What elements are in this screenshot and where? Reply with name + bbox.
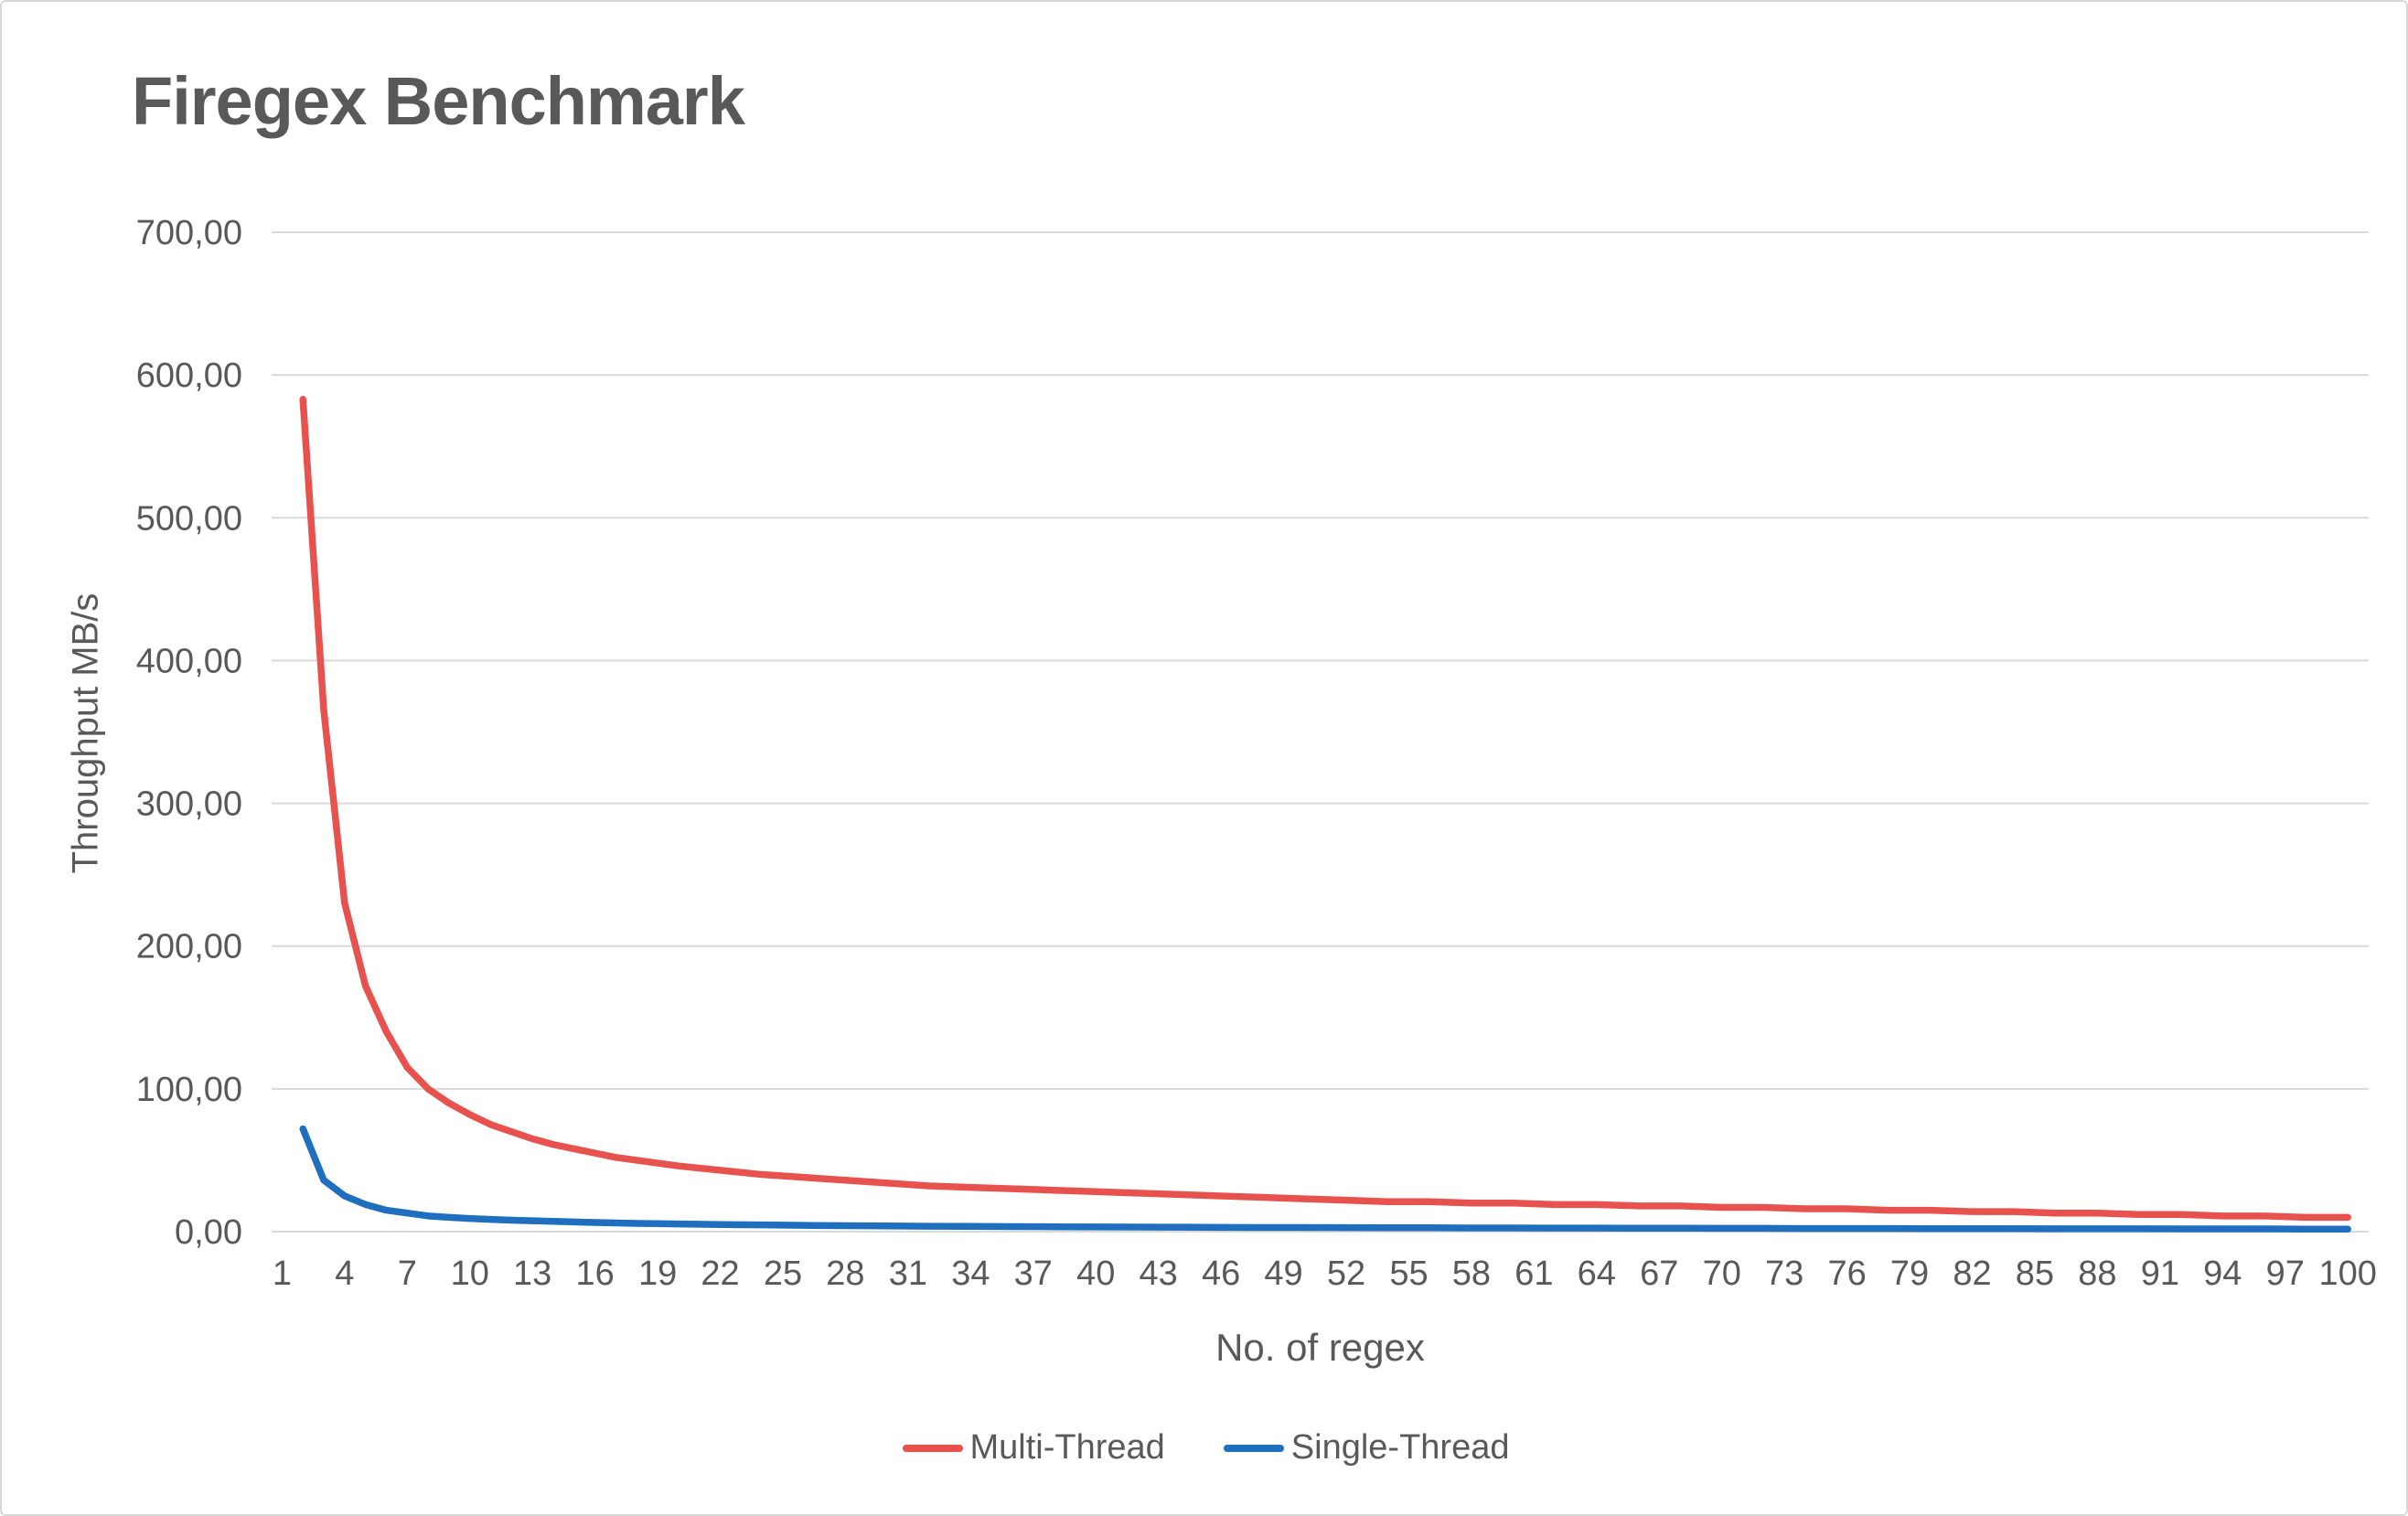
chart-title: Firegex Benchmark bbox=[132, 63, 745, 139]
x-tick-label: 94 bbox=[2203, 1254, 2242, 1293]
y-tick-label: 500,00 bbox=[136, 499, 242, 538]
y-axis-label: Throughput MB/s bbox=[65, 593, 106, 874]
legend-label: Single-Thread bbox=[1290, 1428, 1510, 1467]
y-tick-label: 300,00 bbox=[136, 785, 242, 824]
x-tick-label: 52 bbox=[1327, 1254, 1365, 1293]
x-tick-label: 46 bbox=[1202, 1254, 1240, 1293]
y-tick-label: 200,00 bbox=[136, 928, 242, 966]
x-tick-label: 97 bbox=[2266, 1254, 2305, 1293]
legend-swatch bbox=[1223, 1444, 1284, 1452]
legend-swatch bbox=[902, 1444, 963, 1452]
x-tick-label: 37 bbox=[1014, 1254, 1053, 1293]
series-line-multi-thread bbox=[299, 395, 2351, 1222]
x-tick-label: 34 bbox=[951, 1254, 990, 1293]
x-tick-label: 16 bbox=[576, 1254, 615, 1293]
legend-label: Multi-Thread bbox=[969, 1428, 1165, 1467]
y-tick-label: 600,00 bbox=[136, 357, 242, 395]
x-tick-label: 40 bbox=[1076, 1254, 1115, 1293]
x-tick-label: 13 bbox=[513, 1254, 551, 1293]
x-tick-label: 85 bbox=[2016, 1254, 2054, 1293]
x-tick-label: 82 bbox=[1953, 1254, 1991, 1293]
x-tick-label: 100 bbox=[2318, 1254, 2376, 1293]
x-tick-label: 79 bbox=[1890, 1254, 1929, 1293]
x-tick-label: 55 bbox=[1389, 1254, 1428, 1293]
x-tick-label: 28 bbox=[826, 1254, 864, 1293]
x-tick-label: 22 bbox=[701, 1254, 739, 1293]
x-tick-label: 67 bbox=[1640, 1254, 1678, 1293]
x-tick-label: 4 bbox=[335, 1254, 354, 1293]
y-tick-label: 100,00 bbox=[136, 1071, 242, 1109]
x-axis-label: No. of regex bbox=[1215, 1326, 1425, 1369]
x-tick-label: 58 bbox=[1452, 1254, 1491, 1293]
y-tick-label: 700,00 bbox=[136, 214, 242, 252]
chart-legend: Multi-Thread Single-Thread bbox=[2, 1428, 2406, 1468]
legend-item-single-thread: Single-Thread bbox=[1223, 1428, 1510, 1468]
x-tick-label: 25 bbox=[764, 1254, 802, 1293]
x-tick-label: 76 bbox=[1827, 1254, 1866, 1293]
legend-item-multi-thread: Multi-Thread bbox=[902, 1428, 1165, 1468]
x-tick-label: 10 bbox=[451, 1254, 489, 1293]
x-tick-label: 70 bbox=[1703, 1254, 1741, 1293]
x-tick-label: 73 bbox=[1765, 1254, 1803, 1293]
y-tick-label: 400,00 bbox=[136, 642, 242, 680]
x-tick-label: 61 bbox=[1514, 1254, 1553, 1293]
x-tick-label: 19 bbox=[638, 1254, 677, 1293]
series-line-single-thread bbox=[299, 1125, 2351, 1233]
x-tick-label: 64 bbox=[1578, 1254, 1616, 1293]
y-tick-label: 0,00 bbox=[175, 1213, 242, 1252]
x-tick-label: 49 bbox=[1264, 1254, 1302, 1293]
x-tick-label: 1 bbox=[273, 1254, 292, 1293]
x-tick-label: 91 bbox=[2141, 1254, 2179, 1293]
x-tick-label: 31 bbox=[889, 1254, 927, 1293]
x-tick-label: 7 bbox=[398, 1254, 417, 1293]
x-tick-label: 43 bbox=[1140, 1254, 1178, 1293]
x-tick-label: 88 bbox=[2078, 1254, 2116, 1293]
